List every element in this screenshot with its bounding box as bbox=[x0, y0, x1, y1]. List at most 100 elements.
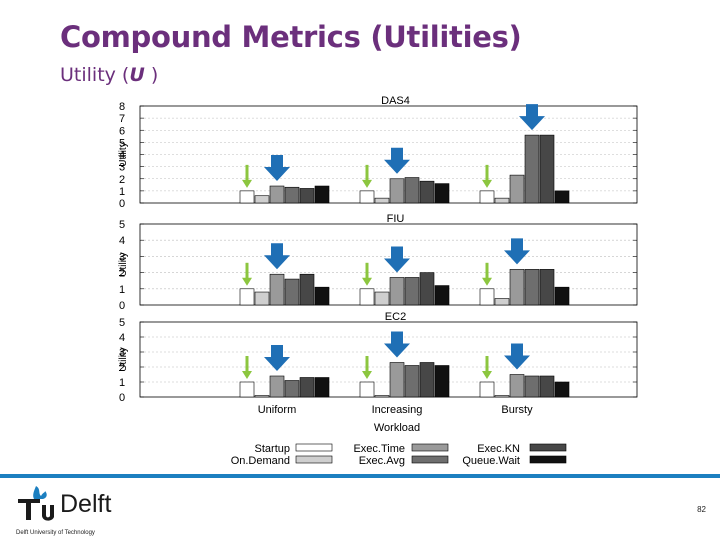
legend-label: Exec.Time bbox=[353, 443, 405, 455]
bar-on-demand bbox=[374, 291, 390, 306]
legend-label: Queue.Wait bbox=[462, 455, 520, 467]
legend-label: On.Demand bbox=[231, 455, 290, 467]
bar-queue-wait bbox=[434, 285, 450, 306]
y-tick-label: 3 bbox=[119, 251, 125, 263]
bar-exec-avg bbox=[284, 380, 300, 398]
y-tick-label: 1 bbox=[119, 284, 125, 296]
y-tick-label: 1 bbox=[119, 377, 125, 389]
bar-on-demand bbox=[494, 197, 510, 204]
legend-swatch bbox=[529, 455, 567, 464]
subtitle-suffix: ) bbox=[144, 64, 159, 86]
bar-exec-time bbox=[269, 185, 285, 204]
logo-tagline: Delft University of Technology bbox=[16, 530, 95, 536]
footer-rule bbox=[0, 474, 720, 478]
legend-swatch bbox=[411, 443, 449, 452]
y-tick-label: 4 bbox=[119, 332, 125, 344]
legend-swatch bbox=[295, 443, 333, 452]
bar-exec-avg bbox=[524, 269, 540, 306]
bar-exec-kn bbox=[299, 273, 315, 306]
bar-exec-avg bbox=[284, 278, 300, 306]
bar-exec-avg bbox=[404, 365, 420, 398]
slide-subtitle: Utility (U ) bbox=[60, 64, 158, 86]
bar-on-demand bbox=[494, 298, 510, 306]
bar-exec-time bbox=[389, 362, 405, 398]
bar-on-demand bbox=[254, 195, 270, 204]
best-policy-arrow bbox=[519, 104, 545, 131]
bar-exec-time bbox=[269, 273, 285, 306]
bar-exec-avg bbox=[404, 277, 420, 306]
bar-startup bbox=[479, 381, 495, 398]
panel-title: EC2 bbox=[385, 311, 406, 323]
legend-label: Exec.KN bbox=[477, 443, 520, 455]
panel-title: DAS4 bbox=[381, 96, 410, 107]
baseline-arrow-head bbox=[362, 371, 372, 379]
x-category-label: Bursty bbox=[501, 404, 533, 416]
legend-label: Exec.Avg bbox=[359, 455, 405, 467]
y-axis-label: Utility bbox=[118, 347, 129, 371]
baseline-arrow-head bbox=[242, 371, 252, 379]
legend-swatch bbox=[529, 443, 567, 452]
baseline-arrow-head bbox=[362, 179, 372, 188]
bar-exec-avg bbox=[524, 134, 540, 204]
y-tick-label: 6 bbox=[119, 125, 125, 137]
bar-queue-wait bbox=[314, 377, 330, 398]
logo-wordmark: Delft bbox=[60, 490, 112, 518]
bar-startup bbox=[479, 288, 495, 306]
x-category-label: Increasing bbox=[372, 404, 423, 416]
page-number: 82 bbox=[697, 505, 706, 514]
bar-exec-kn bbox=[539, 134, 555, 204]
bar-queue-wait bbox=[314, 286, 330, 306]
bar-queue-wait bbox=[554, 286, 570, 306]
bar-queue-wait bbox=[434, 183, 450, 204]
bar-startup bbox=[239, 288, 255, 306]
y-tick-label: 5 bbox=[119, 219, 125, 231]
x-category-label: Uniform bbox=[258, 404, 297, 416]
y-tick-label: 5 bbox=[119, 137, 125, 149]
best-policy-arrow bbox=[264, 345, 290, 371]
y-tick-label: 2 bbox=[119, 174, 125, 186]
legend-swatch bbox=[295, 455, 333, 464]
y-tick-label: 2 bbox=[119, 362, 125, 374]
subtitle-prefix: Utility ( bbox=[60, 64, 130, 86]
y-tick-label: 1 bbox=[119, 186, 125, 198]
x-axis-label: Workload bbox=[374, 422, 420, 434]
bar-exec-kn bbox=[539, 375, 555, 398]
bar-on-demand bbox=[374, 197, 390, 204]
bar-startup bbox=[359, 381, 375, 398]
baseline-arrow-head bbox=[482, 277, 492, 286]
y-tick-label: 4 bbox=[119, 235, 125, 247]
bar-startup bbox=[239, 190, 255, 204]
bar-exec-avg bbox=[404, 177, 420, 204]
bar-queue-wait bbox=[554, 381, 570, 398]
bar-startup bbox=[239, 381, 255, 398]
baseline-arrow-head bbox=[242, 277, 252, 286]
y-tick-label: 8 bbox=[119, 101, 125, 113]
best-policy-arrow bbox=[504, 238, 530, 265]
y-tick-label: 3 bbox=[119, 347, 125, 359]
best-policy-arrow bbox=[384, 246, 410, 273]
bar-exec-kn bbox=[419, 180, 435, 204]
y-tick-label: 3 bbox=[119, 162, 125, 174]
y-axis-label: Utility bbox=[118, 142, 129, 166]
y-tick-label: 0 bbox=[119, 300, 125, 312]
best-policy-arrow bbox=[264, 155, 290, 182]
bar-on-demand bbox=[494, 395, 510, 398]
slide-title: Compound Metrics (Utilities) bbox=[60, 20, 522, 54]
legend-swatch bbox=[411, 455, 449, 464]
bar-on-demand bbox=[254, 291, 270, 306]
bar-exec-kn bbox=[419, 362, 435, 398]
best-policy-arrow bbox=[504, 343, 530, 370]
bar-exec-kn bbox=[299, 188, 315, 204]
bar-exec-kn bbox=[539, 269, 555, 306]
bar-on-demand bbox=[254, 395, 270, 398]
bar-queue-wait bbox=[554, 190, 570, 204]
y-axis-label: Utility bbox=[118, 252, 129, 276]
bar-exec-time bbox=[509, 374, 525, 398]
bar-exec-avg bbox=[284, 186, 300, 204]
bar-startup bbox=[359, 190, 375, 204]
best-policy-arrow bbox=[384, 147, 410, 174]
bar-exec-time bbox=[269, 375, 285, 398]
subtitle-variable: U bbox=[129, 64, 145, 86]
bar-exec-time bbox=[509, 174, 525, 204]
